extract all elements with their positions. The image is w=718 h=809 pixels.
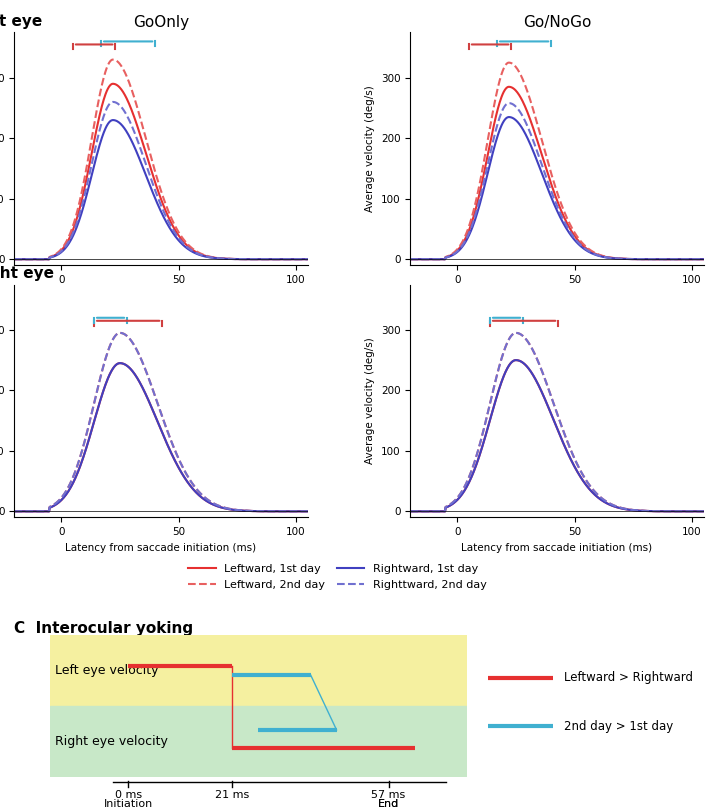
Text: End: End (378, 799, 399, 809)
Bar (50, 635, 467, 705)
Text: 21 ms: 21 ms (215, 790, 250, 800)
X-axis label: Latency from saccade initiation (ms): Latency from saccade initiation (ms) (462, 290, 653, 300)
Text: End: End (378, 799, 399, 809)
Y-axis label: Average velocity (deg/s): Average velocity (deg/s) (365, 86, 376, 212)
X-axis label: Latency from saccade initiation (ms): Latency from saccade initiation (ms) (65, 543, 256, 553)
Text: A  Left eye: A Left eye (0, 14, 42, 29)
Text: 2nd day > 1st day: 2nd day > 1st day (564, 719, 673, 733)
Text: Left eye velocity: Left eye velocity (55, 664, 159, 677)
Text: C  Interocular yoking: C Interocular yoking (14, 621, 193, 636)
Text: 57 ms: 57 ms (371, 790, 406, 800)
Y-axis label: Average velocity (deg/s): Average velocity (deg/s) (365, 337, 376, 464)
Text: B  Right eye: B Right eye (0, 266, 54, 281)
Bar (50, 705, 467, 777)
Text: 0 ms: 0 ms (115, 790, 142, 800)
Text: Right eye velocity: Right eye velocity (55, 735, 168, 748)
X-axis label: Latency from saccade initiation (ms): Latency from saccade initiation (ms) (65, 290, 256, 300)
Title: Go/NoGo: Go/NoGo (523, 15, 591, 30)
Text: Initiation: Initiation (103, 799, 153, 809)
Text: Leftward > Rightward: Leftward > Rightward (564, 671, 693, 684)
X-axis label: Latency from saccade initiation (ms): Latency from saccade initiation (ms) (462, 543, 653, 553)
Legend: Leftward, 1st day, Leftward, 2nd day, Rightward, 1st day, Righttward, 2nd day: Leftward, 1st day, Leftward, 2nd day, Ri… (183, 560, 492, 594)
Title: GoOnly: GoOnly (133, 15, 189, 30)
